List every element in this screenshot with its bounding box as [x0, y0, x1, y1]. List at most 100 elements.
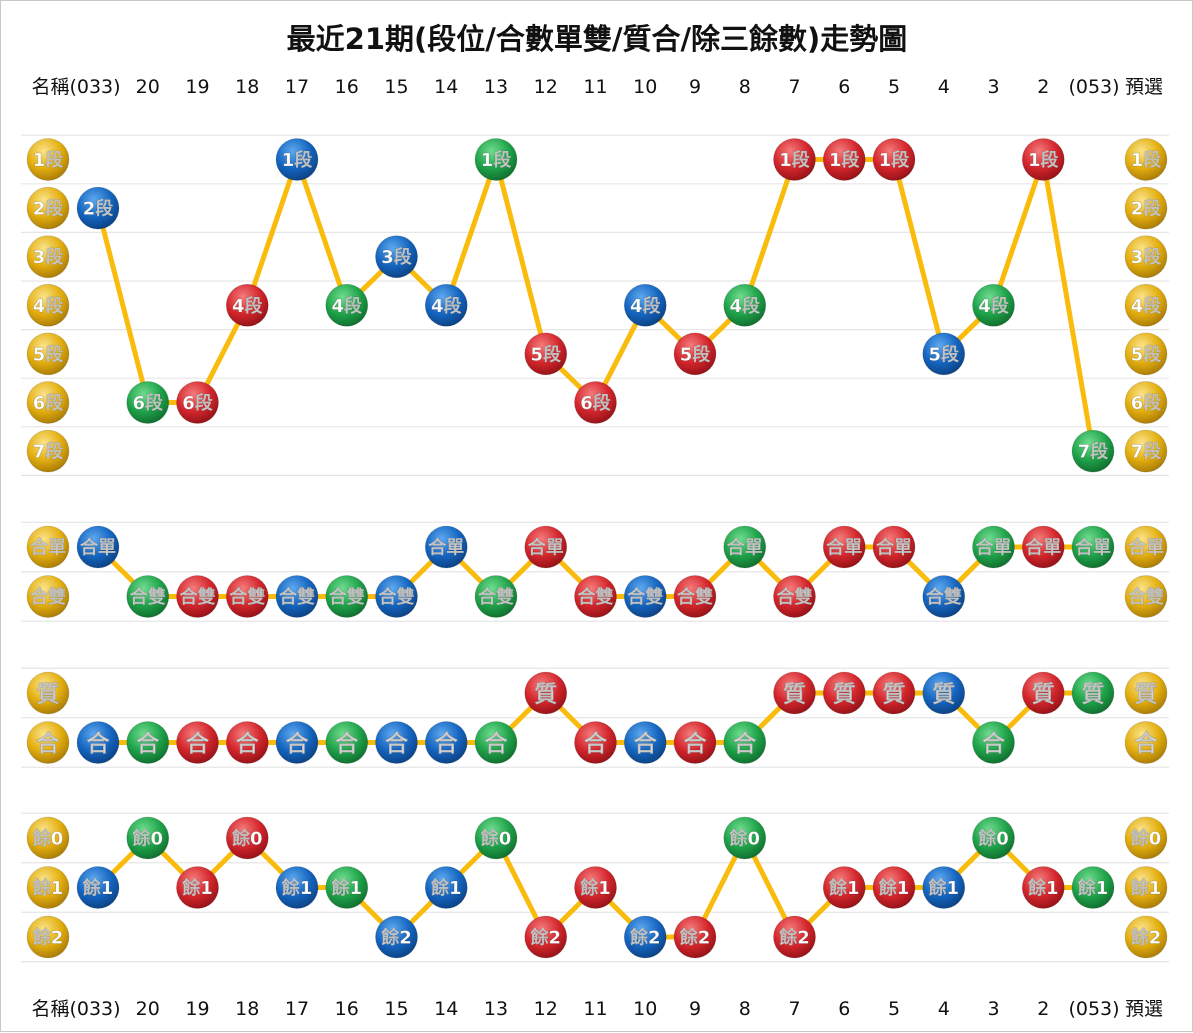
data-ball: 合單	[823, 526, 865, 568]
data-ball-label: 質	[883, 681, 906, 707]
data-ball-label: 餘0	[481, 827, 512, 849]
data-ball: 4段	[326, 284, 368, 326]
data-ball-label: 合雙	[926, 586, 962, 608]
level-ball-left-label: 質	[37, 681, 60, 707]
data-ball: 合單	[1022, 526, 1064, 568]
level-ball-left-label: 3段	[33, 246, 65, 268]
data-ball-label: 7段	[1078, 441, 1110, 463]
data-ball-label: 餘0	[978, 827, 1009, 849]
level-ball-right: 質	[1125, 672, 1167, 714]
level-ball-right: 7段	[1125, 430, 1167, 472]
data-ball-label: 合單	[528, 536, 564, 558]
level-ball-left-label: 合	[37, 730, 61, 757]
data-ball: 合雙	[226, 576, 268, 618]
header-bottom-period-label: 15	[384, 998, 408, 1020]
data-ball: 1段	[774, 139, 816, 181]
data-ball: 合	[624, 722, 666, 764]
data-ball-label: 6段	[132, 392, 164, 414]
data-ball: 6段	[127, 382, 169, 424]
data-ball: 餘1	[923, 867, 965, 909]
data-ball-label: 質	[833, 681, 856, 707]
data-ball: 合雙	[376, 576, 418, 618]
data-ball-label: 合單	[428, 536, 464, 558]
period-header-top: 名稱(033) 20 19 18 17 16 15 14 13 12 11 10 9 8 7 6 5 4 3 2 (05…	[31, 76, 1163, 98]
data-ball-label: 合雙	[329, 586, 365, 608]
header-top-period-label: 7	[788, 76, 800, 98]
level-ball-right-label: 質	[1135, 681, 1158, 707]
data-ball-label: 餘1	[182, 877, 213, 899]
data-ball-label: 5段	[928, 343, 960, 365]
data-ball-label: 餘2	[779, 926, 810, 948]
data-ball-label: 合單	[876, 536, 912, 558]
data-ball: 合雙	[177, 576, 219, 618]
data-ball: 餘2	[525, 916, 567, 958]
data-ball-label: 餘2	[530, 926, 561, 948]
data-ball: 5段	[525, 333, 567, 375]
data-ball: 餘0	[226, 817, 268, 859]
data-ball-label: 合單	[1075, 536, 1111, 558]
level-ball-left-label: 合單	[30, 536, 66, 558]
header-bottom-period-label: 10	[633, 998, 657, 1020]
level-ball-left-label: 合雙	[30, 586, 66, 608]
header-bottom-period-label: 2	[1037, 998, 1049, 1020]
data-ball: 合	[475, 722, 517, 764]
level-ball-left: 5段	[27, 333, 69, 375]
data-ball-label: 質	[932, 681, 955, 707]
data-ball-label: 餘1	[879, 877, 910, 899]
header-top-period-label: 8	[739, 76, 751, 98]
level-ball-left: 合雙	[27, 576, 69, 618]
data-ball-label: 合	[385, 730, 409, 757]
level-ball-left-label: 5段	[33, 343, 65, 365]
data-ball-label: 1段	[1028, 149, 1060, 171]
data-ball: 合雙	[326, 576, 368, 618]
data-ball-label: 4段	[630, 295, 662, 317]
header-top-period-label: 4	[938, 76, 950, 98]
data-ball-label: 合單	[1025, 536, 1061, 558]
data-ball: 6段	[177, 382, 219, 424]
data-ball: 餘1	[823, 867, 865, 909]
data-ball: 合雙	[276, 576, 318, 618]
header-top-period-label: 3	[987, 76, 999, 98]
data-ball: 合	[127, 722, 169, 764]
data-ball-label: 合雙	[180, 586, 216, 608]
data-ball: 餘2	[376, 916, 418, 958]
data-ball: 餘1	[326, 867, 368, 909]
level-ball-right-label: 2段	[1131, 198, 1163, 220]
data-ball: 合雙	[475, 576, 517, 618]
data-ball: 4段	[425, 284, 467, 326]
data-ball: 餘1	[1072, 867, 1114, 909]
data-ball: 合單	[1072, 526, 1114, 568]
level-ball-right: 餘1	[1125, 867, 1167, 909]
data-ball: 2段	[77, 187, 119, 229]
header-bottom-period-label: 19	[185, 998, 209, 1020]
level-ball-right: 合單	[1125, 526, 1167, 568]
data-ball: 質	[873, 672, 915, 714]
data-ball: 合雙	[774, 576, 816, 618]
level-ball-right-label: 餘2	[1131, 926, 1162, 948]
header-top-period-label: 5	[888, 76, 900, 98]
header-top-period-label: 20	[136, 76, 160, 98]
data-ball-label: 餘1	[829, 877, 860, 899]
level-ball-right-label: 餘0	[1131, 827, 1162, 849]
header-bottom-period-label: 3	[987, 998, 999, 1020]
data-ball: 合	[177, 722, 219, 764]
data-ball: 質	[923, 672, 965, 714]
level-ball-left: 2段	[27, 187, 69, 229]
header-bottom-period-label: 7	[788, 998, 800, 1020]
data-ball-label: 合雙	[379, 586, 415, 608]
header-top-right-label-b: 預選	[1125, 76, 1163, 98]
data-ball: 1段	[1022, 139, 1064, 181]
data-ball-label: 合	[87, 730, 111, 757]
level-ball-left: 餘2	[27, 916, 69, 958]
level-ball-right-label: 合單	[1128, 536, 1164, 558]
header-top-period-label: 10	[633, 76, 657, 98]
header-bottom-period-label: 9	[689, 998, 701, 1020]
level-ball-left-label: 6段	[33, 392, 65, 414]
data-ball-label: 6段	[580, 392, 612, 414]
level-ball-left: 4段	[27, 284, 69, 326]
data-ball-label: 合單	[826, 536, 862, 558]
level-ball-right: 合	[1125, 722, 1167, 764]
data-ball-label: 合	[982, 730, 1006, 757]
data-ball: 合	[376, 722, 418, 764]
header-bottom-period-label: 11	[583, 998, 607, 1020]
